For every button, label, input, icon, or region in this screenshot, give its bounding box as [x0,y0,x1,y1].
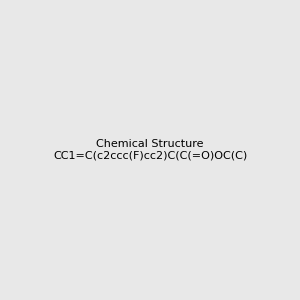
Text: Chemical Structure
CC1=C(c2ccc(F)cc2)C(C(=O)OC(C): Chemical Structure CC1=C(c2ccc(F)cc2)C(C… [53,139,247,161]
